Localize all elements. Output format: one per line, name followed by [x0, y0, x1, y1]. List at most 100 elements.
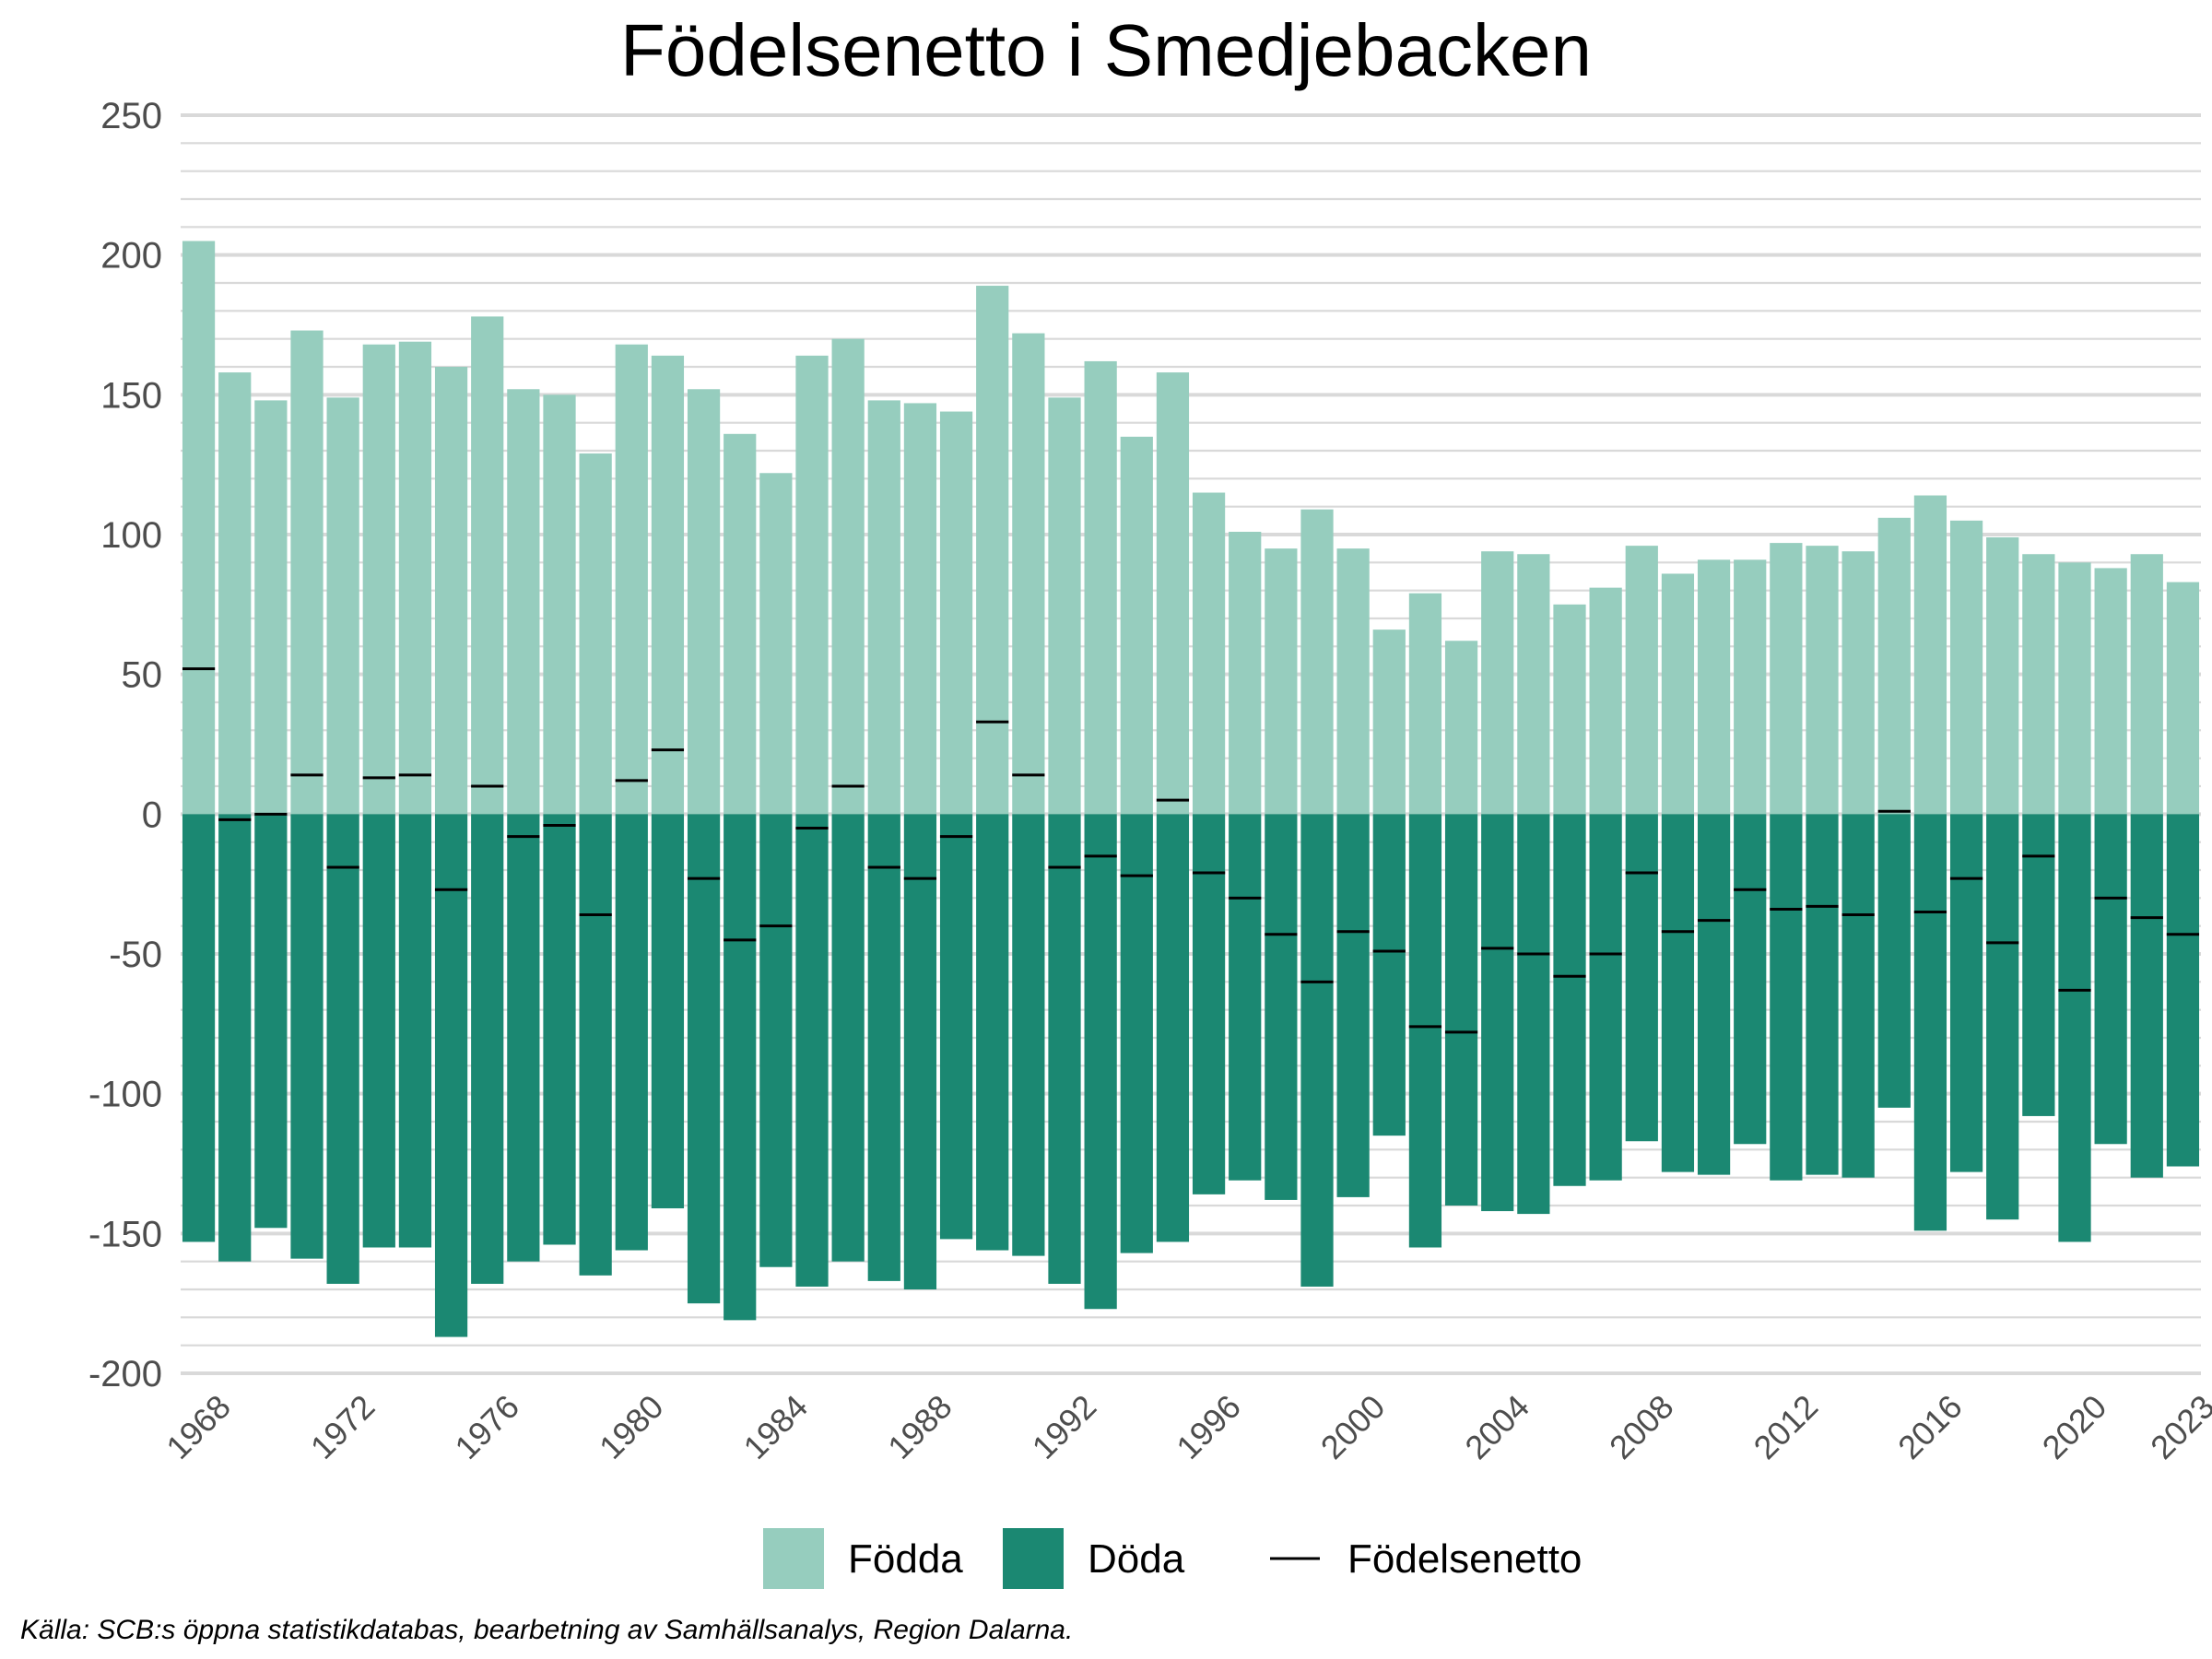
bar-doda [471, 814, 504, 1284]
bar-fodda [1697, 559, 1731, 815]
bar-doda [795, 814, 829, 1287]
bar-fodda [1841, 551, 1875, 815]
bar-fodda [1625, 546, 1658, 815]
source-caption: Källa: SCB:s öppna statistikdatabas, bea… [20, 1615, 1073, 1645]
x-tick-label: 2023 [2143, 1387, 2212, 1466]
bar-doda [290, 814, 324, 1259]
bar-fodda [2166, 582, 2200, 815]
bar-doda [2130, 814, 2163, 1178]
bar-doda [1553, 814, 1586, 1186]
bar-fodda [1084, 360, 1117, 815]
y-tick-label: 0 [142, 794, 162, 835]
bar-doda [759, 814, 793, 1267]
bar-fodda [1770, 543, 1803, 815]
bar-fodda [1661, 573, 1695, 815]
y-tick-label: -200 [88, 1354, 162, 1394]
bar-fodda [1444, 641, 1478, 815]
bar-doda [724, 814, 757, 1321]
bar-fodda [1734, 559, 1767, 815]
net-ticks [182, 667, 2200, 1034]
x-tick-label: 1976 [447, 1387, 526, 1466]
bar-doda [1697, 814, 1731, 1175]
bar-doda [398, 814, 432, 1248]
x-tick-label: 1988 [880, 1387, 959, 1466]
bar-doda [1481, 814, 1514, 1212]
bar-fodda [398, 341, 432, 815]
bar-fodda [290, 330, 324, 815]
bars [182, 241, 2200, 1337]
bar-fodda [254, 400, 288, 815]
bar-fodda [507, 389, 540, 815]
bar-doda [687, 814, 721, 1304]
bar-fodda [1336, 548, 1370, 815]
bar-fodda [939, 411, 973, 815]
chart-title: Födelsenetto i Smedjebacken [620, 9, 1592, 91]
bar-doda [1770, 814, 1803, 1181]
bar-fodda [2058, 562, 2091, 815]
bar-fodda [1408, 593, 1442, 815]
bar-fodda [1589, 587, 1622, 815]
bar-fodda [1120, 436, 1153, 815]
bar-fodda [182, 241, 216, 815]
x-tick-label: 2000 [1313, 1387, 1393, 1466]
bar-doda [1265, 814, 1298, 1200]
bar-doda [651, 814, 685, 1209]
bar-fodda [724, 433, 757, 815]
bar-fodda [1229, 531, 1262, 815]
bar-fodda [615, 344, 648, 815]
bar-fodda [218, 372, 252, 815]
bar-fodda [1986, 537, 2019, 815]
bar-fodda [1806, 546, 1839, 815]
bar-doda [1806, 814, 1839, 1175]
x-tick-label: 1968 [159, 1387, 238, 1466]
y-tick-label: 100 [100, 515, 162, 556]
bar-doda [1229, 814, 1262, 1181]
bar-doda [1589, 814, 1622, 1181]
bar-fodda [2094, 568, 2127, 815]
bar-fodda [362, 344, 395, 815]
bar-doda [434, 814, 468, 1337]
bar-doda [2094, 814, 2127, 1145]
bar-doda [2058, 814, 2091, 1242]
bar-fodda [903, 403, 937, 815]
bar-doda [2022, 814, 2055, 1116]
legend-label-fodelsenetto: Födelsenetto [1347, 1536, 1582, 1582]
bar-fodda [471, 316, 504, 815]
bar-doda [1084, 814, 1117, 1310]
x-tick-label: 2008 [1602, 1387, 1681, 1466]
x-tick-label: 1980 [592, 1387, 671, 1466]
y-tick-label: 200 [100, 236, 162, 276]
bar-fodda [326, 397, 359, 815]
x-tick-label: 2020 [2035, 1387, 2114, 1466]
x-tick-label: 1972 [303, 1387, 382, 1466]
bar-fodda [1012, 333, 1045, 815]
bar-fodda [1300, 509, 1334, 815]
bar-fodda [831, 338, 865, 815]
bar-doda [1012, 814, 1045, 1256]
legend-label-doda: Döda [1088, 1536, 1185, 1582]
bar-doda [615, 814, 648, 1251]
bar-doda [1336, 814, 1370, 1197]
bar-doda [254, 814, 288, 1229]
bar-doda [1625, 814, 1658, 1142]
y-tick-label: 250 [100, 96, 162, 136]
bar-doda [1661, 814, 1695, 1172]
legend-swatch-doda [1003, 1528, 1064, 1589]
bar-fodda [1156, 372, 1190, 815]
bar-doda [1156, 814, 1190, 1242]
bar-fodda [1517, 554, 1550, 815]
bar-fodda [795, 355, 829, 815]
y-tick-label: -50 [109, 935, 162, 975]
bar-doda [362, 814, 395, 1248]
y-tick-label: -100 [88, 1075, 162, 1115]
bar-doda [831, 814, 865, 1262]
legend-label-fodda: Födda [848, 1536, 963, 1582]
bar-doda [1517, 814, 1550, 1215]
bar-doda [1949, 814, 1983, 1172]
bar-fodda [579, 453, 612, 815]
bar-fodda [1877, 517, 1911, 815]
bar-doda [1841, 814, 1875, 1178]
bar-doda [1913, 814, 1947, 1231]
legend: Födda Döda Födelsenetto [763, 1528, 1582, 1589]
